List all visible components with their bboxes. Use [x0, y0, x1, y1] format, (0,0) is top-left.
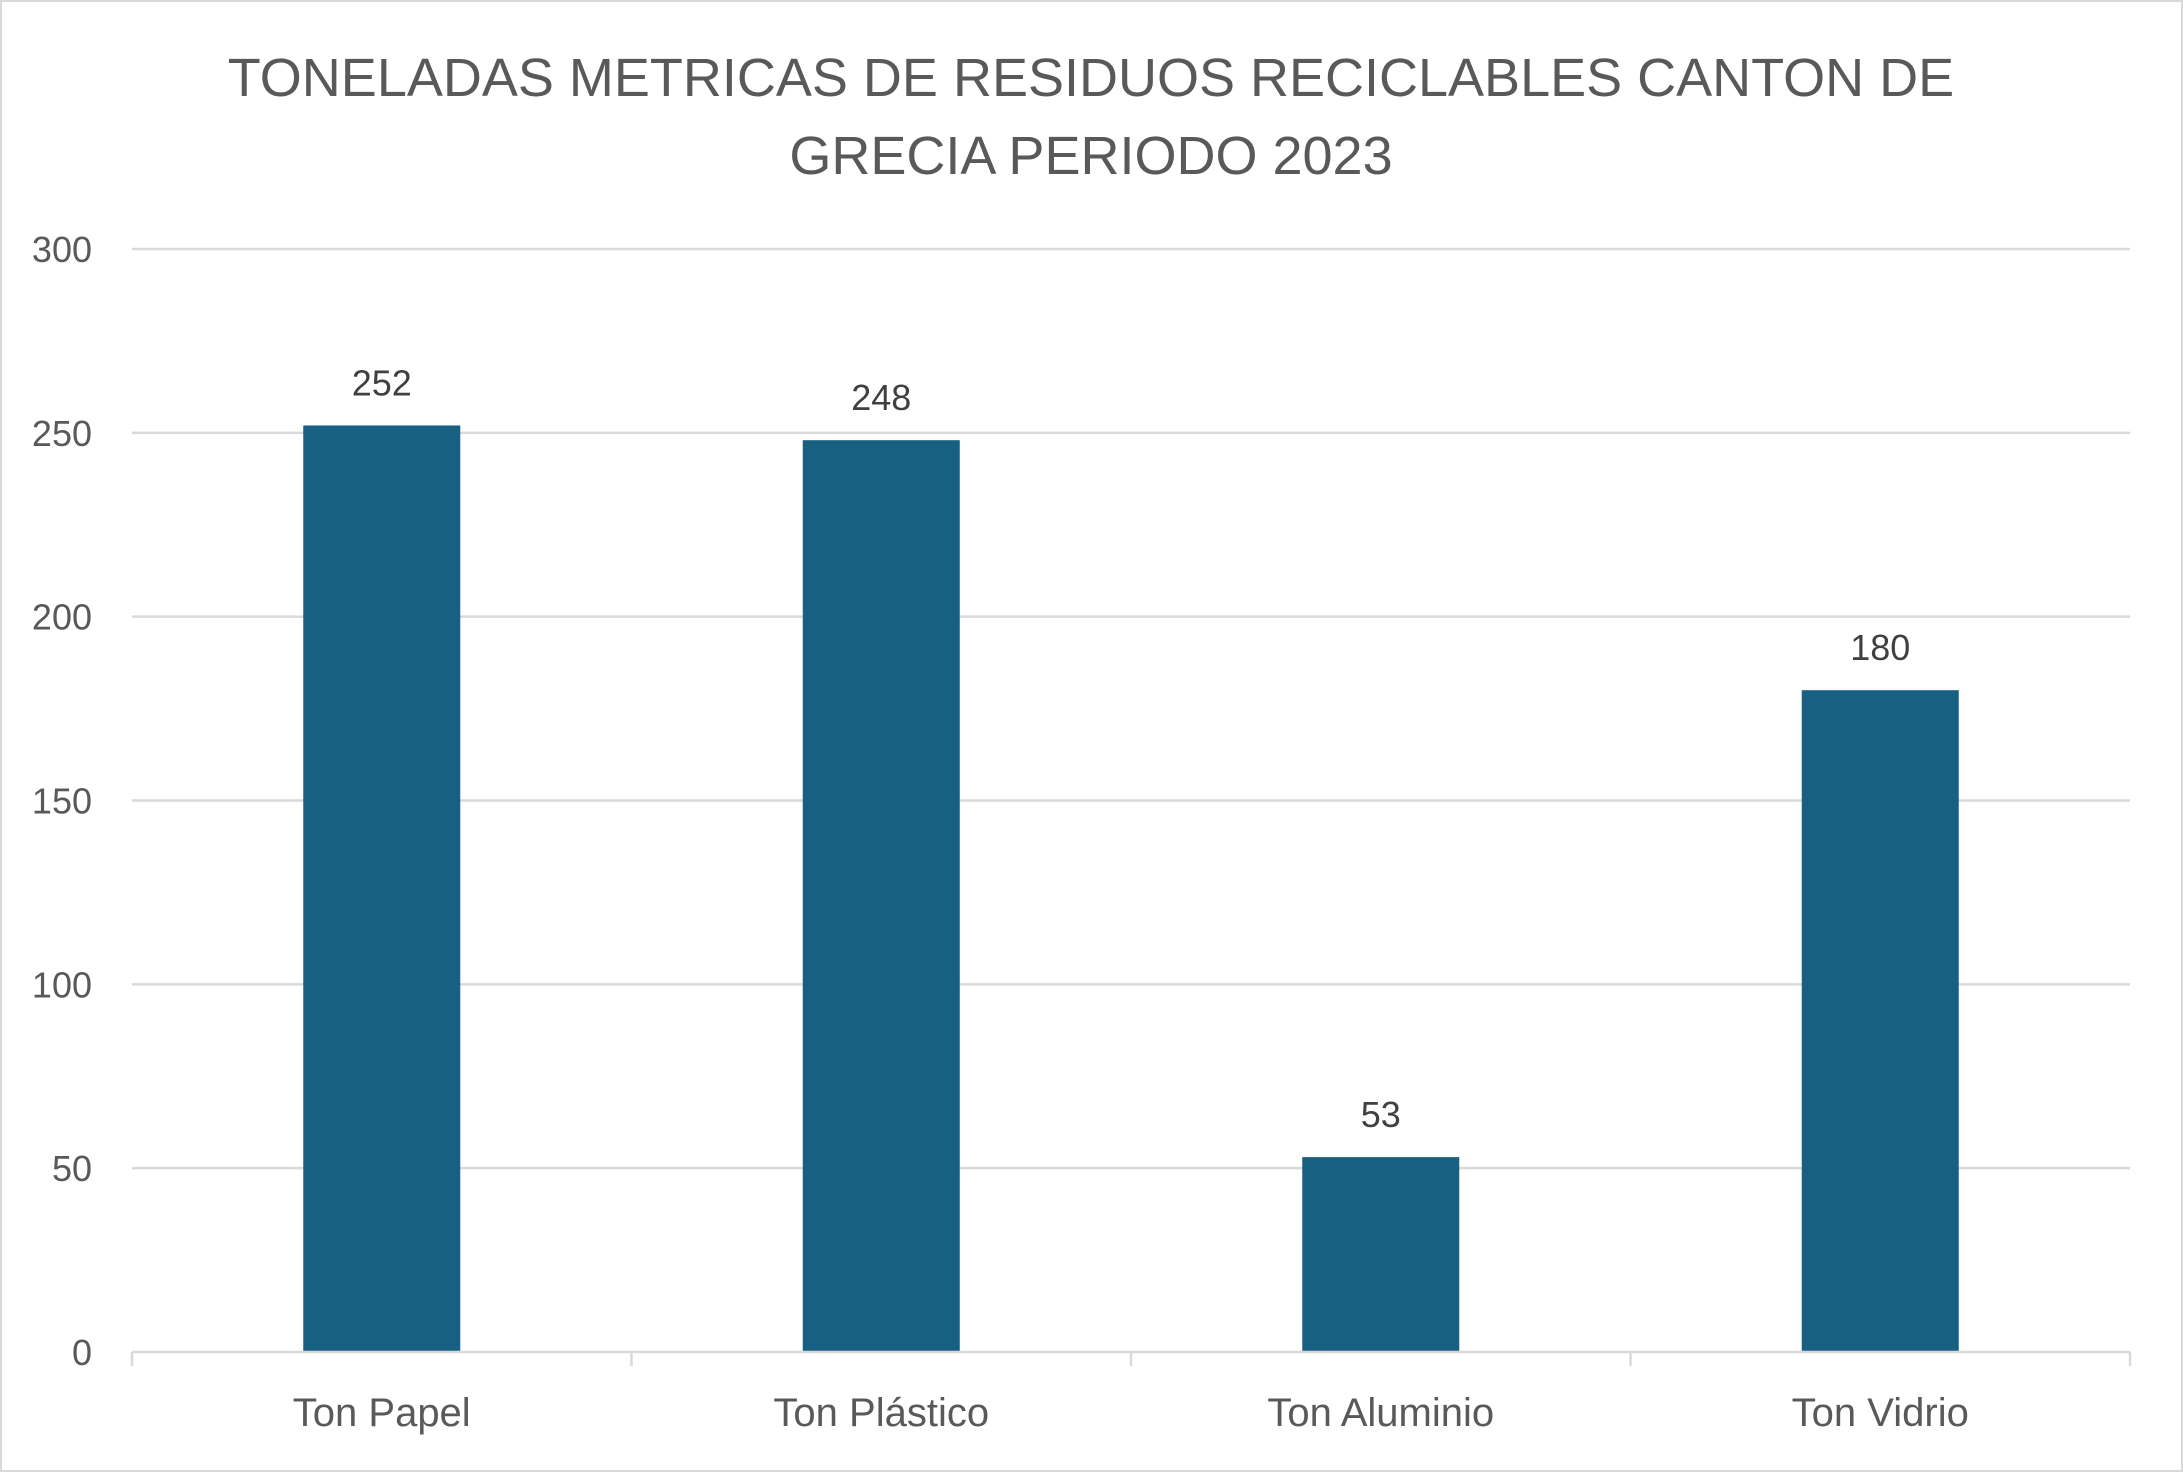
- gridlines: [132, 247, 2130, 1170]
- bar: [1801, 690, 1959, 1352]
- bar: [303, 425, 461, 1353]
- x-axis: [130, 1350, 2132, 1366]
- y-tick-label: 200: [32, 597, 92, 638]
- y-tick-label: 250: [32, 413, 92, 454]
- bar: [802, 440, 960, 1353]
- x-axis-category-labels: Ton Papel Ton Plástico Ton Aluminio Ton Vid…: [293, 1391, 1969, 1435]
- x-category-label: Ton Papel: [293, 1391, 471, 1435]
- y-tick-label: 0: [72, 1332, 92, 1373]
- data-label: 180: [1850, 627, 1910, 668]
- y-tick-label: 100: [32, 964, 92, 1005]
- y-axis-tick-labels: 0 50 100 150 200 250 300: [32, 229, 92, 1373]
- bar: [1302, 1157, 1460, 1352]
- x-category-label: Ton Vidrio: [1792, 1391, 1969, 1435]
- chart-title-line-1: TONELADAS METRICAS DE RESIDUOS RECICLABL…: [228, 48, 1954, 108]
- x-category-label: Ton Plástico: [773, 1391, 989, 1435]
- y-tick-label: 150: [32, 781, 92, 822]
- x-category-label: Ton Aluminio: [1267, 1391, 1494, 1435]
- chart-title-line-2: GRECIA PERIODO 2023: [789, 126, 1392, 186]
- data-label: 248: [851, 377, 911, 418]
- y-tick-label: 300: [32, 229, 92, 270]
- data-labels: 252 248 53 180: [352, 362, 1911, 1135]
- data-label: 252: [352, 362, 412, 403]
- data-label: 53: [1361, 1094, 1401, 1135]
- y-tick-label: 50: [52, 1148, 92, 1189]
- bars: [303, 425, 1959, 1353]
- chart-title: TONELADAS METRICAS DE RESIDUOS RECICLABL…: [228, 48, 1954, 186]
